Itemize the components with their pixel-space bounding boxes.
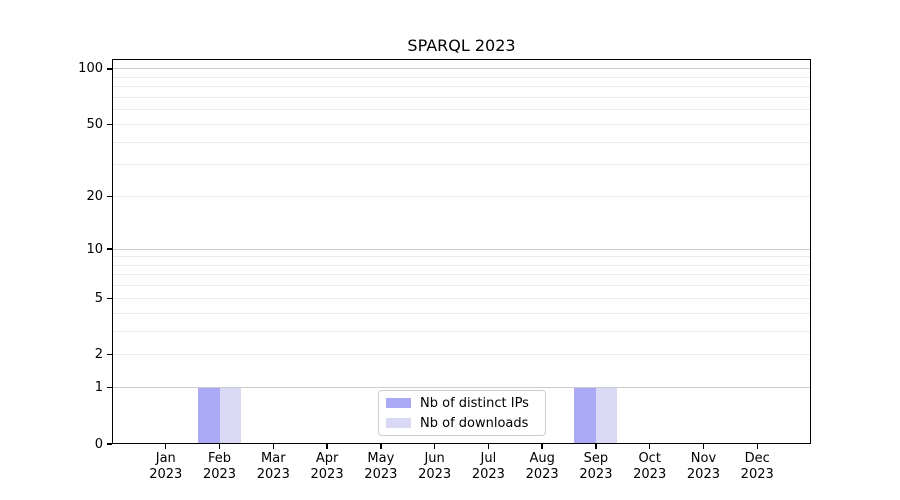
y-tick-label: 0 bbox=[94, 436, 103, 452]
y-tick-mark bbox=[107, 297, 112, 300]
chart-title: SPARQL 2023 bbox=[407, 36, 516, 55]
x-tick-mark bbox=[541, 444, 543, 449]
legend-label-distinct-ips: Nb of distinct IPs bbox=[420, 395, 529, 411]
y-tick-label: 50 bbox=[86, 116, 103, 132]
x-tick-label: Nov 2023 bbox=[686, 451, 720, 482]
legend: Nb of distinct IPs Nb of downloads bbox=[378, 390, 546, 436]
x-tick-label: Dec 2023 bbox=[740, 451, 774, 482]
minor-gridline bbox=[112, 76, 811, 78]
legend-swatch-downloads bbox=[386, 418, 411, 428]
minor-gridline bbox=[112, 312, 811, 314]
x-tick-label: Aug 2023 bbox=[525, 451, 559, 482]
x-tick-mark bbox=[595, 444, 597, 449]
minor-gridline bbox=[112, 264, 811, 266]
x-tick-mark bbox=[272, 444, 274, 449]
legend-item: Nb of downloads bbox=[386, 416, 537, 431]
major-gridline bbox=[112, 387, 811, 389]
x-tick-mark bbox=[487, 444, 490, 449]
y-tick-label: 100 bbox=[78, 61, 103, 77]
y-tick-mark bbox=[107, 443, 112, 445]
x-tick-label: May 2023 bbox=[364, 451, 398, 482]
y-tick-mark bbox=[107, 353, 112, 356]
y-tick-label: 2 bbox=[94, 347, 103, 363]
x-tick-mark bbox=[702, 444, 705, 449]
y-tick-label: 5 bbox=[94, 290, 103, 306]
minor-gridline bbox=[112, 164, 811, 166]
x-tick-label: Jan 2023 bbox=[149, 451, 183, 482]
x-tick-mark bbox=[648, 444, 651, 449]
minor-gridline bbox=[112, 297, 811, 299]
minor-gridline bbox=[112, 196, 811, 197]
x-tick-mark bbox=[756, 444, 758, 449]
minor-gridline bbox=[112, 274, 811, 276]
minor-gridline bbox=[112, 86, 811, 88]
y-tick-mark bbox=[107, 248, 112, 250]
bar-distinct-ips bbox=[574, 387, 596, 444]
x-tick-label: Feb 2023 bbox=[202, 451, 237, 482]
major-gridline bbox=[112, 68, 811, 70]
x-tick-mark bbox=[433, 444, 436, 449]
x-tick-mark bbox=[326, 444, 328, 449]
y-tick-mark bbox=[107, 195, 112, 198]
legend-label-downloads: Nb of downloads bbox=[420, 415, 529, 431]
x-tick-label: Mar 2023 bbox=[256, 451, 290, 482]
minor-gridline bbox=[112, 256, 811, 258]
legend-item: Nb of distinct IPs bbox=[386, 396, 537, 411]
x-tick-label: Jul 2023 bbox=[471, 451, 505, 482]
y-tick-label: 10 bbox=[86, 241, 103, 257]
bar-downloads bbox=[595, 387, 618, 444]
x-tick-label: Apr 2023 bbox=[310, 451, 344, 482]
minor-gridline bbox=[112, 96, 811, 98]
minor-gridline bbox=[112, 330, 811, 332]
x-tick-mark bbox=[380, 444, 382, 449]
y-tick-mark bbox=[107, 68, 112, 70]
x-tick-mark bbox=[165, 444, 167, 449]
major-gridline bbox=[112, 248, 811, 250]
y-tick-mark bbox=[107, 123, 112, 126]
minor-gridline bbox=[112, 141, 811, 143]
x-tick-label: Sep 2023 bbox=[579, 451, 613, 482]
minor-gridline bbox=[112, 285, 811, 287]
legend-swatch-distinct-ips bbox=[386, 398, 411, 408]
bar-downloads bbox=[219, 387, 242, 444]
bar-distinct-ips bbox=[198, 387, 220, 444]
x-tick-label: Jun 2023 bbox=[418, 451, 452, 482]
x-tick-mark bbox=[218, 444, 221, 449]
minor-gridline bbox=[112, 109, 811, 111]
minor-gridline bbox=[112, 354, 811, 356]
y-tick-mark bbox=[107, 386, 112, 389]
x-tick-label: Oct 2023 bbox=[633, 451, 667, 482]
y-tick-label: 20 bbox=[86, 189, 103, 204]
minor-gridline bbox=[112, 123, 811, 125]
y-tick-label: 1 bbox=[94, 380, 103, 396]
